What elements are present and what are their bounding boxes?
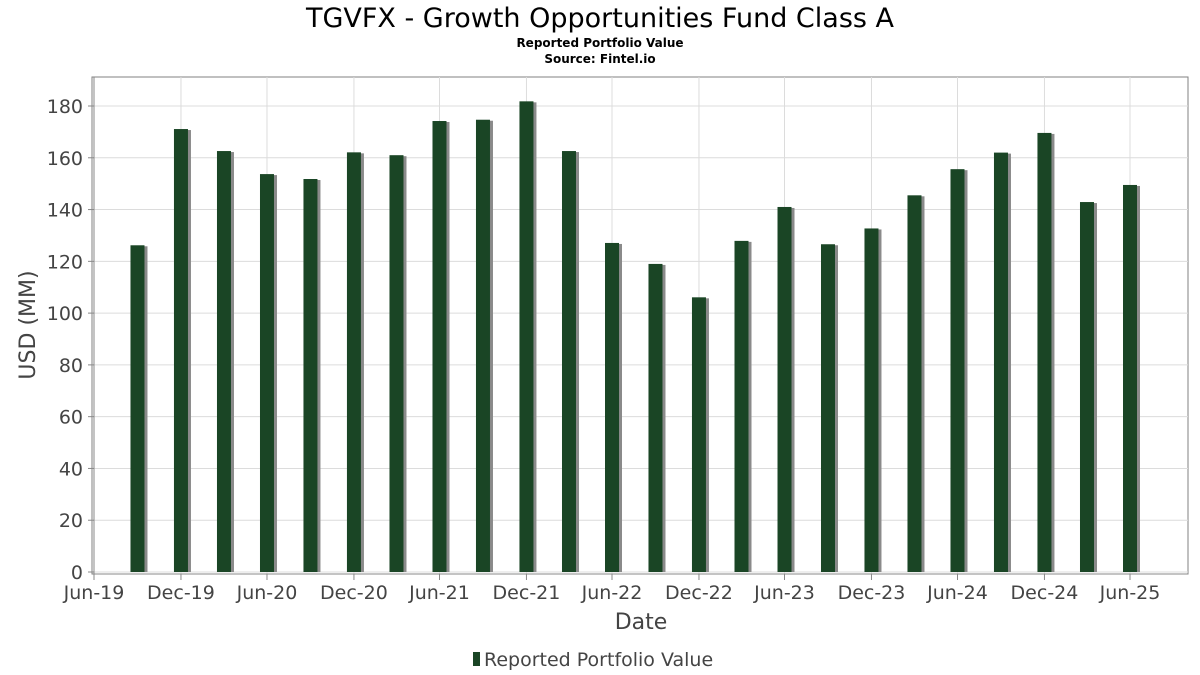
bar [346, 152, 361, 572]
y-tick-label: 100 [47, 303, 83, 325]
y-tick-label: 40 [59, 458, 83, 480]
y-tick-label: 60 [59, 407, 83, 429]
x-tick-labels: Jun-19 Dec-19 Jun-20 Dec-20 Jun-21 Dec-21 Jun-… [63, 582, 1161, 604]
x-tick-label: Dec-23 [838, 582, 906, 604]
y-tick-label: 180 [47, 96, 83, 118]
x-tick-label: Jun-19 [63, 582, 125, 604]
legend-label: Reported Portfolio Value [484, 649, 713, 671]
bar [303, 179, 318, 573]
x-tick-label: Dec-22 [665, 582, 733, 604]
bar [691, 297, 706, 572]
bar [216, 151, 231, 572]
bar [432, 121, 447, 572]
x-tick-label: Dec-24 [1011, 582, 1079, 604]
bar [864, 228, 879, 572]
bar [734, 240, 749, 572]
x-tick-label: Jun-20 [236, 582, 298, 604]
bar [389, 155, 404, 572]
bar [1123, 184, 1137, 572]
y-tick-label: 0 [71, 562, 83, 584]
y-axis-title: USD (MM) [16, 270, 41, 379]
y-tick-label: 160 [47, 148, 83, 170]
legend-swatch [473, 652, 480, 666]
legend: Reported Portfolio Value [473, 649, 713, 671]
y-tick-labels: 0 20 40 60 80 100 120 140 160 180 [47, 96, 83, 584]
plot-background [91, 76, 1189, 575]
bar [605, 242, 619, 573]
bar [820, 244, 835, 572]
bar [907, 195, 922, 573]
y-tick-label: 140 [47, 200, 83, 222]
x-tick-label: Dec-19 [147, 582, 215, 604]
bar [648, 263, 663, 572]
axes [88, 77, 1188, 580]
bar [1037, 132, 1052, 572]
x-axis-title: Date [615, 610, 668, 635]
x-tick-label: Jun-22 [581, 582, 643, 604]
chart-title: TGVFX - Growth Opportunities Fund Class … [305, 3, 895, 34]
bar [950, 169, 965, 572]
y-tick-label: 20 [59, 510, 83, 532]
bar [475, 119, 490, 573]
chart-source: Source: Fintel.io [544, 52, 655, 66]
y-tick-label: 120 [47, 251, 83, 273]
bar [561, 151, 576, 572]
bar [173, 129, 188, 572]
y-tick-label: 80 [59, 355, 83, 377]
x-tick-label: Jun-24 [926, 582, 988, 604]
bars [130, 101, 1140, 573]
chart-subtitle: Reported Portfolio Value [516, 36, 683, 50]
x-tick-label: Jun-23 [753, 582, 815, 604]
bar [259, 174, 274, 573]
bar [130, 245, 145, 572]
x-tick-label: Jun-21 [408, 582, 470, 604]
bar [1079, 202, 1094, 572]
x-tick-label: Dec-20 [320, 582, 388, 604]
x-tick-label: Jun-25 [1099, 582, 1161, 604]
x-tick-label: Dec-21 [493, 582, 561, 604]
bar [777, 206, 792, 572]
bar [993, 152, 1008, 572]
bar [519, 101, 534, 572]
